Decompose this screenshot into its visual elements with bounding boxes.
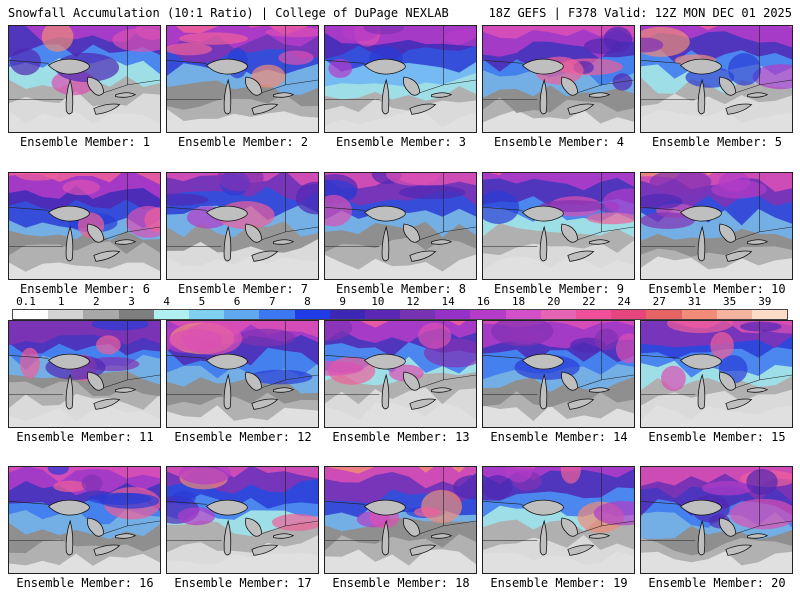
legend-tick-label: 24 [617, 295, 631, 308]
ensemble-member-label: Ensemble Member: 13 [332, 430, 470, 444]
ensemble-member-label: Ensemble Member: 17 [174, 576, 312, 590]
ensemble-member-label: Ensemble Member: 14 [490, 430, 628, 444]
legend-swatch [751, 310, 788, 319]
legend-tick-label: 1 [57, 295, 65, 308]
ensemble-member-map [166, 172, 319, 280]
run-valid-time: 18Z GEFS | F378 Valid: 12Z MON DEC 01 20… [488, 6, 792, 20]
legend-swatch [400, 310, 436, 319]
legend-tick-label: 9 [339, 295, 346, 308]
ensemble-member-label: Ensemble Member: 8 [335, 282, 467, 296]
ensemble-member-label: Ensemble Member: 4 [493, 135, 625, 149]
legend-tick-label: 27 [652, 295, 666, 308]
ensemble-member-map [482, 466, 635, 574]
legend-tick-label: 14 [441, 295, 455, 308]
legend-tick-label: 35 [723, 295, 737, 308]
legend-swatch [329, 310, 365, 319]
legend-tick-label: 31 [687, 295, 702, 308]
ensemble-member-label: Ensemble Member: 1 [19, 135, 151, 149]
legend-swatch [505, 310, 541, 319]
ensemble-member-label: Ensemble Member: 16 [16, 576, 154, 590]
ensemble-member-map [8, 172, 161, 280]
legend-swatch [470, 310, 506, 319]
ensemble-member-label: Ensemble Member: 9 [493, 282, 625, 296]
ensemble-member-map [482, 320, 635, 428]
legend-color-bar [12, 309, 788, 320]
ensemble-member-map [482, 172, 635, 280]
legend-swatch [364, 310, 401, 319]
ensemble-member-label: Ensemble Member: 10 [648, 282, 786, 296]
legend-swatch [13, 310, 49, 319]
legend-tick-label: 18 [511, 295, 526, 308]
legend-tick-label: 39 [758, 295, 772, 308]
ensemble-member-label: Ensemble Member: 19 [490, 576, 628, 590]
legend-swatch [716, 310, 752, 319]
legend-swatch [83, 310, 119, 319]
ensemble-member-label: Ensemble Member: 3 [335, 135, 467, 149]
map-title: Snowfall Accumulation (10:1 Ratio) | Col… [8, 6, 449, 20]
ensemble-member-label: Ensemble Member: 7 [177, 282, 309, 296]
legend-swatch [118, 310, 154, 319]
legend-swatch [224, 310, 260, 319]
legend-tick-label: 3 [128, 295, 135, 308]
legend-tick-label: 4 [163, 295, 171, 308]
legend-tick-label: 10 [371, 295, 385, 308]
ensemble-member-map [640, 172, 793, 280]
ensemble-member-label: Ensemble Member: 5 [651, 135, 783, 149]
ensemble-member-label: Ensemble Member: 18 [332, 576, 470, 590]
legend-swatch [153, 310, 189, 319]
legend-tick-label: 5 [198, 295, 206, 308]
ensemble-member-map [8, 466, 161, 574]
ensemble-member-map [324, 320, 477, 428]
ensemble-member-map [8, 25, 161, 133]
legend-swatch [48, 310, 84, 319]
legend-tick-label: 22 [582, 295, 596, 308]
ensemble-member-label: Ensemble Member: 12 [174, 430, 312, 444]
legend-swatch [294, 310, 330, 319]
legend-swatch [611, 310, 647, 319]
ensemble-member-map [640, 466, 793, 574]
ensemble-member-label: Ensemble Member: 2 [177, 135, 309, 149]
legend-tick-label: 2 [93, 295, 100, 308]
ensemble-member-map [324, 172, 477, 280]
ensemble-member-label: Ensemble Member: 20 [648, 576, 786, 590]
legend-tick-label: 8 [304, 295, 311, 308]
legend-tick-label: 12 [406, 295, 420, 308]
ensemble-member-label: Ensemble Member: 6 [19, 282, 151, 296]
legend-tick-label: 7 [268, 295, 276, 308]
legend-swatch [540, 310, 576, 319]
ensemble-member-map [324, 466, 477, 574]
legend-swatch [646, 310, 682, 319]
ensemble-member-map [640, 320, 793, 428]
snowfall-legend: 0.1 1 2 3 4 5 6 7 8 9 10 12 14 16 18 20 22 24 27 31 35 39 [12, 296, 788, 320]
legend-swatch [576, 310, 612, 319]
legend-swatch [259, 310, 295, 319]
legend-swatch [435, 310, 471, 319]
ensemble-member-label: Ensemble Member: 15 [648, 430, 786, 444]
ensemble-member-map [166, 320, 319, 428]
ensemble-member-map [166, 466, 319, 574]
legend-tick-label: 0.1 [16, 295, 36, 308]
legend-swatch [188, 310, 225, 319]
ensemble-member-map [166, 25, 319, 133]
ensemble-member-map [640, 25, 793, 133]
ensemble-member-map [8, 320, 161, 428]
legend-tick-label: 16 [476, 295, 490, 308]
ensemble-member-map [482, 25, 635, 133]
legend-swatch [681, 310, 717, 319]
ensemble-member-map [324, 25, 477, 133]
ensemble-member-label: Ensemble Member: 11 [16, 430, 154, 444]
legend-tick-label: 6 [233, 295, 241, 308]
legend-tick-label: 20 [547, 295, 561, 308]
